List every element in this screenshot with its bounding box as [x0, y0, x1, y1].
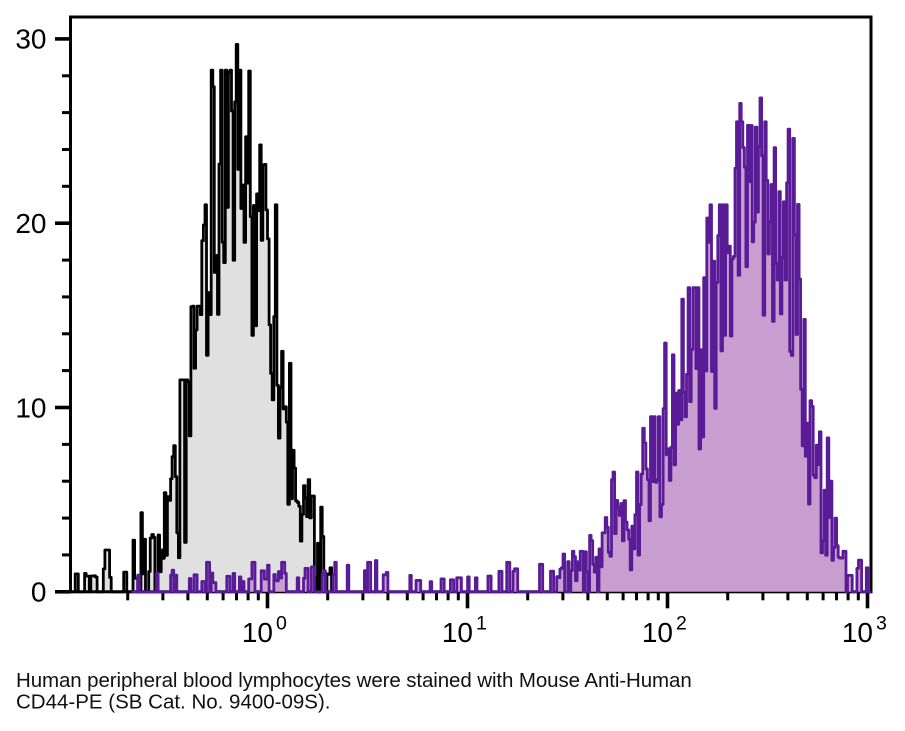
svg-text:30: 30	[15, 24, 46, 55]
svg-text:20: 20	[15, 208, 46, 239]
svg-text:10: 10	[842, 617, 873, 648]
svg-text:10: 10	[642, 617, 673, 648]
svg-text:0: 0	[276, 613, 287, 635]
svg-text:10: 10	[15, 392, 46, 423]
svg-text:0: 0	[31, 577, 47, 608]
svg-text:Human peripheral blood lymphoc: Human peripheral blood lymphocytes were …	[16, 669, 692, 692]
svg-text:2: 2	[676, 613, 687, 635]
svg-text:1: 1	[476, 613, 487, 635]
svg-text:CD44-PE (SB Cat. No. 9400-09S): CD44-PE (SB Cat. No. 9400-09S).	[16, 691, 330, 714]
svg-text:10: 10	[442, 617, 473, 648]
svg-text:10: 10	[242, 617, 273, 648]
svg-text:3: 3	[876, 613, 887, 635]
